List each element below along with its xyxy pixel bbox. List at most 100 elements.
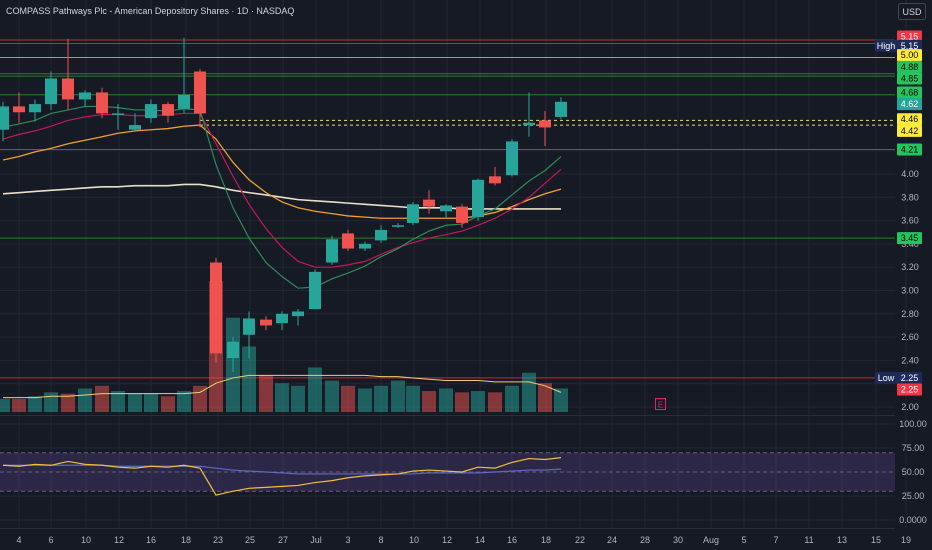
candle	[129, 113, 141, 133]
time-tick-label: 7	[773, 535, 778, 545]
price-tag-value: 4.85	[901, 73, 919, 83]
candle	[423, 190, 435, 214]
price-tag-label-box	[875, 371, 897, 384]
price-tick-label: 2.00	[901, 402, 919, 412]
price-tag: 2.25	[897, 383, 922, 396]
time-tick-label: 15	[871, 535, 881, 545]
candle-body	[392, 225, 404, 227]
price-tag-label: High	[877, 41, 896, 51]
price-tag-value: 5.15	[901, 41, 919, 51]
time-tick-label: 14	[475, 535, 485, 545]
volume-bar	[242, 346, 256, 412]
candle-body	[276, 313, 288, 324]
price-tag-value: 4.46	[901, 114, 919, 124]
candle-body	[227, 341, 239, 359]
candle	[326, 235, 338, 265]
price-tag-value: 4.62	[901, 99, 919, 109]
candle	[62, 38, 74, 110]
candle-body	[29, 104, 41, 113]
time-tick-label: 30	[673, 535, 683, 545]
volume-bar	[291, 385, 305, 412]
time-tick-label: 16	[507, 535, 517, 545]
candle	[440, 204, 452, 219]
price-tag: 4.88	[897, 60, 922, 73]
volume-bar	[128, 393, 142, 412]
price-tag-box	[897, 72, 922, 85]
volume-bar	[358, 388, 372, 412]
candle	[309, 269, 321, 310]
price-tick-label: 3.60	[901, 216, 919, 226]
volume-bar	[488, 392, 502, 412]
volume-bar	[308, 367, 322, 412]
candle	[489, 167, 501, 186]
candle-body	[0, 106, 9, 130]
currency-button-frame	[898, 3, 926, 20]
candle-body	[96, 92, 108, 114]
volume-bar	[144, 393, 158, 412]
earnings-marker-box	[655, 398, 666, 410]
volume-bar	[325, 380, 339, 412]
time-tick-label: 6	[48, 535, 53, 545]
price-tick-label: 2.40	[901, 355, 919, 365]
rsi-band	[0, 452, 895, 492]
horizontal-levels	[0, 39, 895, 379]
candle	[162, 101, 174, 123]
candle	[210, 257, 222, 363]
volume-bar	[455, 392, 469, 412]
candle-body	[292, 311, 304, 317]
volume-bar	[522, 372, 536, 412]
price-tag-box	[897, 86, 922, 99]
rsi-tick-label: 0.0000	[899, 515, 927, 525]
price-tag: 4.46	[897, 113, 922, 126]
price-tag-value: 3.45	[901, 233, 919, 243]
candle	[523, 92, 535, 137]
time-tick-label: 10	[409, 535, 419, 545]
candle	[243, 311, 255, 359]
time-tick-label: 25	[245, 535, 255, 545]
price-tag-box	[897, 124, 922, 137]
price-tag-value: 2.25	[901, 373, 919, 383]
price-tag-value: 4.88	[901, 62, 919, 72]
time-tick-label: 28	[640, 535, 650, 545]
price-tag: 4.68	[897, 86, 922, 99]
price-tag-box	[897, 60, 922, 73]
time-tick-label: 12	[442, 535, 452, 545]
candle	[359, 241, 371, 251]
volume-bar	[391, 380, 405, 412]
candles[interactable]	[0, 37, 567, 373]
volume-bar	[177, 391, 191, 412]
volume-bar	[538, 383, 552, 412]
candle	[96, 87, 108, 119]
volume-bar	[61, 393, 75, 412]
price-tag-value: 4.68	[901, 87, 919, 97]
earnings-marker[interactable]: E	[655, 398, 666, 410]
candle	[260, 316, 272, 331]
time-tick-label: 22	[575, 535, 585, 545]
candle	[375, 225, 387, 243]
time-tick-label: 10	[81, 535, 91, 545]
price-tag-value: 4.42	[901, 126, 919, 136]
price-tag: 4.21	[897, 143, 922, 156]
candle	[227, 337, 239, 373]
candle	[13, 92, 25, 123]
price-tick-label: 3.80	[901, 192, 919, 202]
candle	[472, 178, 484, 221]
candle-body	[309, 271, 321, 310]
volume-bar	[406, 385, 420, 412]
candle-body	[145, 104, 157, 119]
volume-bar	[111, 391, 125, 412]
candle	[79, 90, 91, 107]
time-tick-label: 18	[181, 535, 191, 545]
candle	[178, 37, 190, 114]
time-tick-label: 13	[837, 535, 847, 545]
price-tag-box	[897, 49, 922, 62]
time-tick-label: 12	[114, 535, 124, 545]
time-tick-label: Aug	[703, 535, 719, 545]
currency-label: USD	[902, 7, 922, 17]
candle-body	[79, 92, 91, 100]
volume-bar	[28, 396, 42, 412]
candle	[0, 101, 9, 142]
currency-button[interactable]: USD	[898, 3, 926, 20]
